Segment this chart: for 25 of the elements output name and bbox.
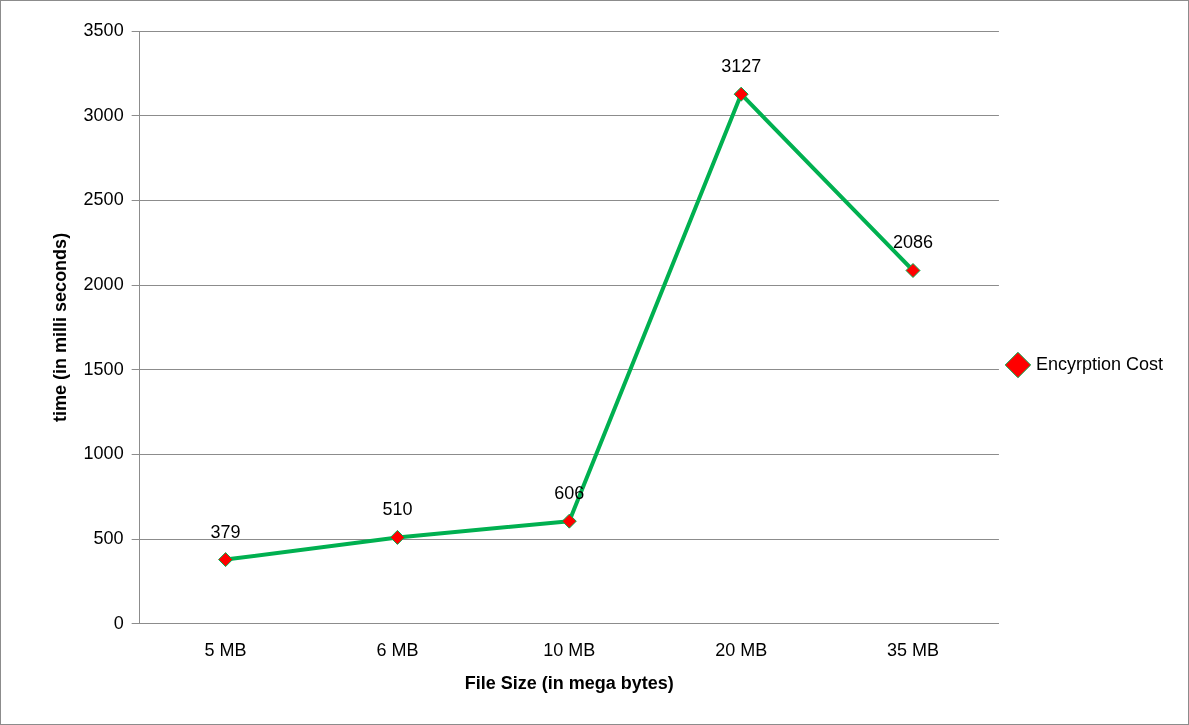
y-tick-label: 0 [113, 612, 124, 633]
x-axis-title: File Size (in mega bytes) [464, 673, 674, 694]
x-tick-label: 35 MB [887, 639, 940, 660]
legend-label: Encyrption Cost [1035, 353, 1164, 374]
x-tick-label: 10 MB [543, 639, 596, 660]
y-tick-label: 1500 [83, 358, 124, 379]
y-tick-label: 2500 [83, 189, 124, 210]
x-tick-label: 6 MB [376, 639, 419, 660]
point [218, 552, 234, 568]
data-label: 510 [382, 499, 413, 520]
point [389, 529, 405, 545]
x-tick-label: 5 MB [204, 639, 247, 660]
y-tick-label: 3500 [83, 19, 124, 40]
y-tick-label: 3000 [83, 104, 124, 125]
x-tick-label: 20 MB [715, 639, 768, 660]
y-tick-label: 2000 [83, 274, 124, 295]
data-label: 3127 [721, 56, 762, 77]
y-axis-title: time (in milli seconds) [49, 232, 70, 422]
y-tick-label: 500 [93, 528, 124, 549]
y-tick-label: 1000 [83, 443, 124, 464]
point [733, 86, 749, 102]
data-label: 379 [210, 521, 241, 542]
point [905, 262, 921, 278]
point [561, 513, 577, 529]
data-label: 2086 [892, 232, 934, 253]
